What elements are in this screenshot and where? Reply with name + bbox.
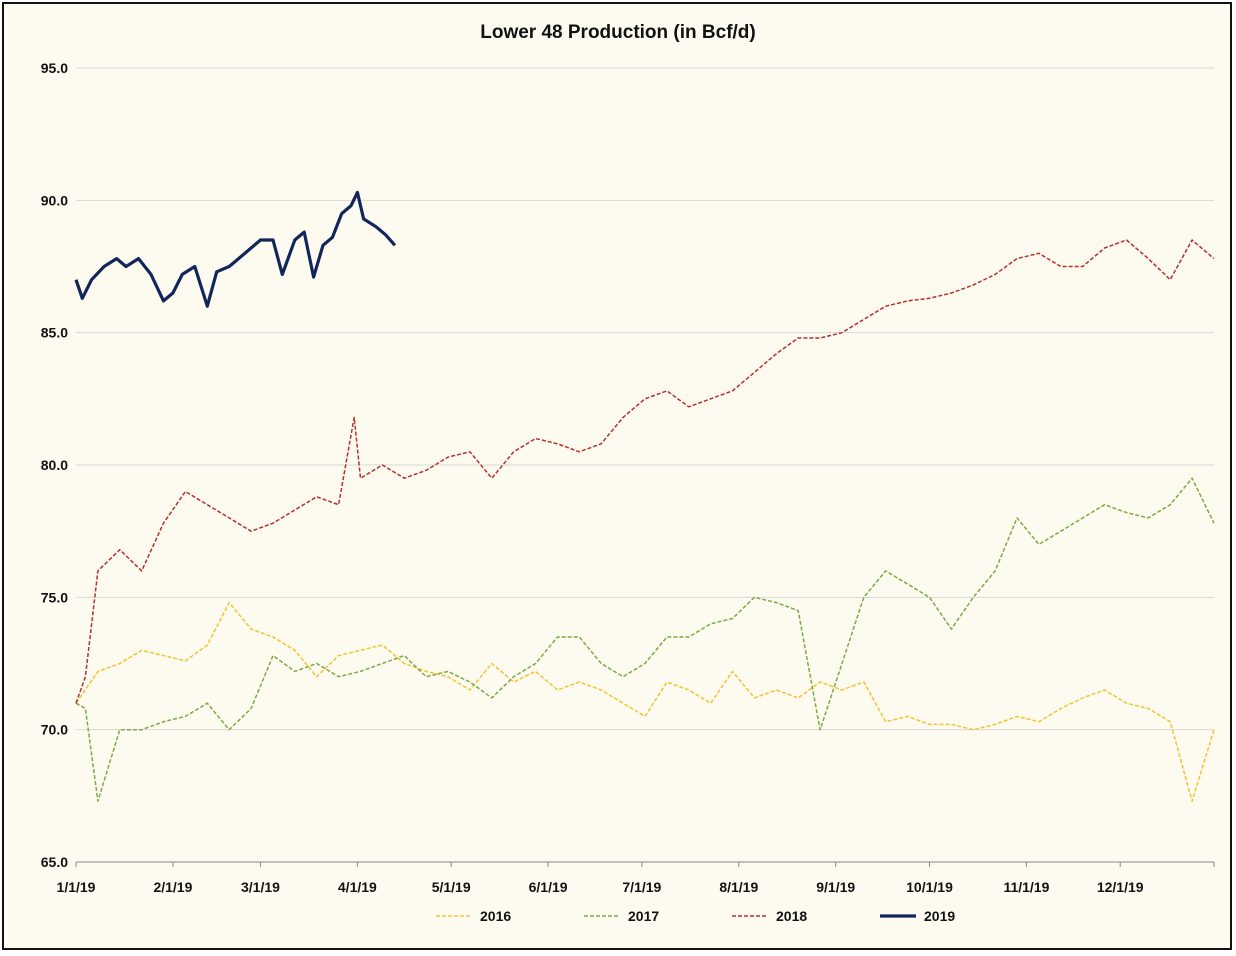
- x-tick-label: 1/1/19: [57, 879, 96, 895]
- x-tick-label: 12/1/19: [1097, 879, 1144, 895]
- grid: [76, 67, 1214, 863]
- legend-label: 2017: [628, 908, 659, 924]
- legend-label: 2018: [776, 908, 807, 924]
- series-line-2019: [74, 190, 397, 308]
- y-tick-label: 95.0: [41, 60, 68, 76]
- legend-label: 2019: [924, 908, 955, 924]
- y-tick-label: 65.0: [41, 854, 68, 870]
- x-tick-label: 11/1/19: [1003, 879, 1049, 895]
- x-tick-label: 10/1/19: [906, 879, 953, 895]
- y-tick-label: 70.0: [41, 722, 68, 738]
- x-tick-label: 6/1/19: [529, 879, 568, 895]
- x-tick-label: 2/1/19: [153, 879, 192, 895]
- x-tick-label: 3/1/19: [241, 879, 280, 895]
- y-tick-label: 85.0: [41, 325, 68, 341]
- chart-title: Lower 48 Production (in Bcf/d): [480, 22, 756, 43]
- x-tick-label: 9/1/19: [816, 879, 855, 895]
- x-tick-label: 5/1/19: [432, 879, 471, 895]
- y-tick-label: 80.0: [41, 457, 68, 473]
- x-axis-ticks: 1/1/19 2/1/19 3/1/19 4/1/19 5/1/19 6/1/19 7/1/…: [57, 862, 1215, 895]
- legend: 2016 2017 2018 2019: [436, 908, 955, 924]
- y-tick-label: 75.0: [41, 589, 68, 605]
- series-line-2017: [75, 477, 1215, 802]
- x-tick-label: 4/1/19: [338, 879, 377, 895]
- y-tick-label: 90.0: [41, 192, 68, 208]
- series-lines: [74, 190, 1215, 802]
- x-tick-label: 7/1/19: [622, 879, 661, 895]
- legend-label: 2016: [480, 908, 511, 924]
- y-axis-ticks: 65.0 70.0 75.0 80.0 85.0 90.0 95.0: [41, 60, 68, 870]
- series-line-2016: [75, 601, 1215, 802]
- x-tick-label: 8/1/19: [719, 879, 758, 895]
- series-line-2018: [75, 239, 1215, 704]
